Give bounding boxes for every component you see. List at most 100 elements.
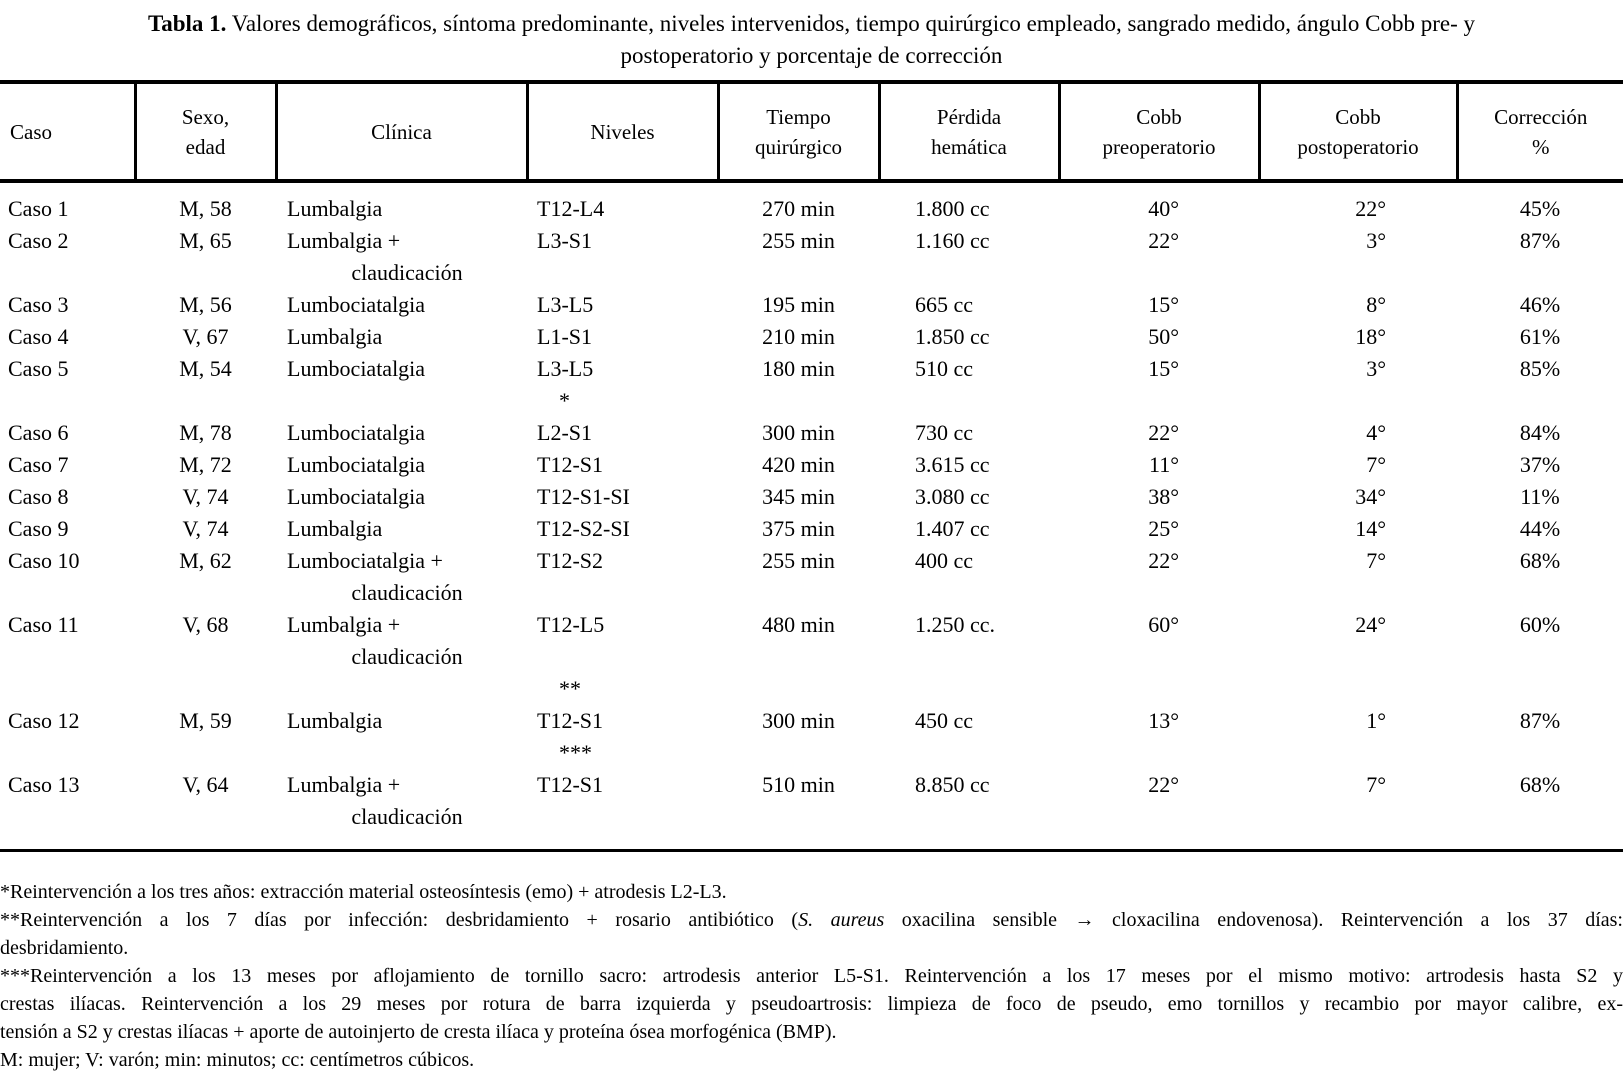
cell-clinica: Lumbalgia + claudicación (276, 769, 527, 851)
table-row: Caso 4 V, 67 Lumbalgia L1-S1 210 min 1.850 cc… (0, 321, 1623, 353)
table-body: Caso 1 M, 58 Lumbalgia T12-L4 270 min 1.800 c… (0, 181, 1623, 851)
table-row: Caso 1 M, 58 Lumbalgia T12-L4 270 min 1.800 c… (0, 181, 1623, 225)
cell-niveles: L2-S1 (527, 417, 718, 449)
cell-clinica: Lumbociatalgia (276, 353, 527, 417)
footnote-text: M: mujer; V: varón; min: minutos; cc: ce… (0, 1049, 475, 1071)
cell-line: L2-S1 (537, 420, 592, 445)
cell-line: Lumbalgia (287, 516, 383, 541)
footnote-line: crestas ilíacas. Reintervención a los 29… (0, 990, 1623, 1018)
cell-caso: Caso 1 (8, 196, 69, 221)
cell-caso: Caso 12 (8, 708, 80, 733)
table-row: Caso 11 V, 68 Lumbalgia + claudicación T12-L… (0, 609, 1623, 705)
footnote: *Reintervención a los tres años: extracc… (0, 878, 1623, 906)
cell-niveles: L3-S1 (527, 225, 718, 289)
col-header-perdida: Pérdida hemática (877, 82, 1059, 183)
cell-sexo: M, 62 (179, 548, 232, 573)
footnote: ***Reintervención a los 13 meses por afl… (0, 962, 1623, 1046)
footnote-line: tensión a S2 y crestas ilíacas + aporte … (0, 1018, 1623, 1046)
cell-caso: Caso 2 (8, 228, 69, 253)
cell-niveles: T12-S1 (527, 449, 718, 481)
footnote-text: crestas ilíacas. Reintervención a los 29… (0, 993, 1623, 1015)
cell-tiempo: 195 min (762, 292, 835, 317)
cell-niveles: T12-S1-SI (527, 481, 718, 513)
cell-cobb_post: 7° (1366, 772, 1386, 797)
cell-line: claudicación (351, 644, 463, 669)
table-row: Caso 6 M, 78 Lumbociatalgia L2-S1 300 min 730… (0, 417, 1623, 449)
cell-caso: Caso 11 (8, 612, 79, 637)
cell-niveles: L3-L5 * (527, 353, 718, 417)
cell-niveles: T12-S1 *** (527, 705, 718, 769)
cell-caso: Caso 10 (8, 548, 80, 573)
table-row: Caso 7 M, 72 Lumbociatalgia T12-S1 420 min 3.… (0, 449, 1623, 481)
cell-line: T12-S1-SI (537, 484, 630, 509)
cell-cobb_post: 18° (1355, 324, 1386, 349)
cell-line: T12-S2-SI (537, 516, 630, 541)
cell-perdida: 8.850 cc (915, 772, 990, 797)
cell-clinica: Lumbalgia (276, 705, 527, 769)
cell-clinica: Lumbociatalgia + claudicación (276, 545, 527, 609)
col-header-caso: Caso (0, 82, 135, 183)
footnote-text: ***Reintervención a los 13 meses por afl… (0, 965, 1623, 987)
cell-cobb_pre: 25° (1148, 516, 1179, 541)
cell-sexo: M, 65 (179, 228, 232, 253)
cell-correccion: 44% (1519, 516, 1561, 541)
col-header-tiempo: Tiempo quirúrgico (716, 82, 879, 183)
cell-correccion: 84% (1519, 420, 1561, 445)
footnote-line: *Reintervención a los tres años: extracc… (0, 878, 1623, 906)
table-row: Caso 5 M, 54 Lumbociatalgia L3-L5 * 180 min 51… (0, 353, 1623, 417)
cell-line: Lumbalgia (287, 324, 383, 349)
col-header-sexo: Sexo, edad (133, 82, 276, 183)
cell-perdida: 1.160 cc (915, 228, 990, 253)
cell-sexo: M, 72 (179, 452, 232, 477)
cell-tiempo: 255 min (762, 548, 835, 573)
cell-line: T12-S1 (537, 708, 603, 733)
cell-correccion: 11% (1520, 484, 1560, 509)
table-row: Caso 3 M, 56 Lumbociatalgia L3-L5 195 min 665… (0, 289, 1623, 321)
cell-cobb_pre: 13° (1148, 708, 1179, 733)
cell-sexo: V, 64 (182, 772, 229, 797)
cell-caso: Caso 8 (8, 484, 69, 509)
cell-sexo: M, 58 (179, 196, 232, 221)
cell-line: claudicación (351, 804, 463, 829)
cell-tiempo: 180 min (762, 356, 835, 381)
cell-line: Lumbociatalgia (287, 356, 426, 381)
cell-tiempo: 420 min (762, 452, 835, 477)
cell-niveles: T12-L4 (527, 181, 718, 225)
cell-clinica: Lumbalgia (276, 321, 527, 353)
cell-caso: Caso 3 (8, 292, 69, 317)
cell-tiempo: 210 min (762, 324, 835, 349)
cell-cobb_post: 4° (1366, 420, 1386, 445)
cell-perdida: 3.080 cc (915, 484, 990, 509)
cell-correccion: 68% (1519, 772, 1561, 797)
cell-clinica: Lumbociatalgia (276, 481, 527, 513)
cell-line: L3-L5 (537, 356, 594, 381)
footnote-line: ***Reintervención a los 13 meses por afl… (0, 962, 1623, 990)
cell-cobb_post: 7° (1366, 452, 1386, 477)
footnote-line: **Reintervención a los 7 días por infecc… (0, 906, 1623, 934)
cell-perdida: 3.615 cc (915, 452, 990, 477)
cell-line: T12-S1 (537, 452, 603, 477)
cell-cobb_pre: 22° (1148, 420, 1179, 445)
footnote-text: desbridamiento. (0, 937, 129, 959)
cell-cobb_post: 7° (1366, 548, 1386, 573)
cell-cobb_pre: 50° (1148, 324, 1179, 349)
cell-cobb_pre: 22° (1148, 772, 1179, 797)
cell-tiempo: 345 min (762, 484, 835, 509)
cell-line: Lumbociatalgia + (287, 548, 443, 573)
col-header-cobb_post: Cobb postoperatorio (1257, 82, 1457, 183)
cell-line: Lumbalgia + (287, 612, 401, 637)
col-header-clinica: Clínica (274, 82, 527, 183)
title-text: Valores demográficos, síntoma predominan… (231, 11, 1475, 36)
cell-line: Lumbociatalgia (287, 452, 426, 477)
cell-perdida: 1.850 cc (915, 324, 990, 349)
footnotes-block: *Reintervención a los tres años: extracc… (0, 878, 1623, 1074)
cell-sexo: V, 67 (182, 324, 229, 349)
cell-niveles: T12-S2 (527, 545, 718, 609)
cell-cobb_post: 34° (1355, 484, 1386, 509)
cell-tiempo: 375 min (762, 516, 835, 541)
cell-perdida: 730 cc (915, 420, 974, 445)
cell-line: Lumbalgia (287, 196, 383, 221)
cell-line: L3-S1 (537, 228, 592, 253)
footnote-marker: ** (559, 676, 581, 701)
footnote-marker: * (559, 388, 570, 413)
